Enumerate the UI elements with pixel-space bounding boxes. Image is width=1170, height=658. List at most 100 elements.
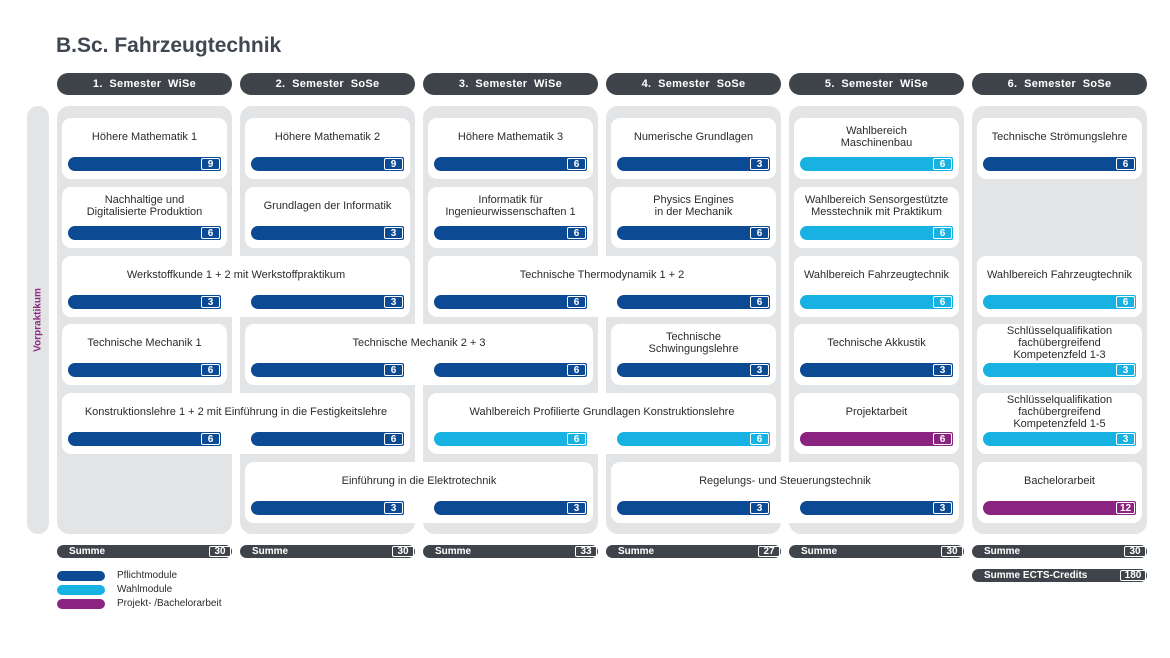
module-card[interactable]: Höhere Mathematik 3 6 bbox=[428, 118, 593, 179]
credit-value: 6 bbox=[568, 159, 585, 170]
credit-bar: 3 bbox=[617, 363, 770, 377]
module-title: Wahlbereich Fahrzeugtechnik bbox=[986, 268, 1133, 281]
credit-value: 3 bbox=[385, 297, 402, 308]
module-card[interactable]: Einführung in die Elektrotechnik 3 3 bbox=[245, 462, 593, 523]
sum-value: 30 bbox=[210, 546, 230, 557]
credit-value: 6 bbox=[568, 434, 585, 445]
credit-bar: 6 bbox=[68, 432, 221, 446]
sum-value: 27 bbox=[759, 546, 779, 557]
module-card[interactable]: Technische Akkustik 3 bbox=[794, 324, 959, 385]
credit-bar: 12 bbox=[983, 501, 1136, 515]
credit-value: 3 bbox=[751, 365, 768, 376]
credit-badge: 3 bbox=[384, 502, 403, 514]
module-card[interactable]: Technische Strömungslehre 6 bbox=[977, 118, 1142, 179]
credit-value: 6 bbox=[934, 434, 951, 445]
sum-value: 30 bbox=[393, 546, 413, 557]
module-title: Regelungs- und Steuerungstechnik bbox=[699, 474, 871, 487]
module-title: Einführung in die Elektrotechnik bbox=[341, 474, 497, 487]
sum-value-box: 30 bbox=[941, 546, 963, 557]
semester-header-4: 4. Semester SoSe bbox=[606, 73, 781, 95]
module-card[interactable]: Technische Mechanik 2 + 3 6 6 bbox=[245, 324, 593, 385]
module-card[interactable]: Wahlbereich Profilierte Grundlagen Konst… bbox=[428, 393, 776, 454]
page-title: B.Sc. Fahrzeugtechnik bbox=[56, 34, 282, 57]
credit-bar: 6 bbox=[800, 226, 953, 240]
total-ects-bar: Summe ECTS-Credits 180 bbox=[972, 569, 1147, 582]
vorpraktikum-band bbox=[27, 106, 49, 534]
semester-header-1: 1. Semester WiSe bbox=[57, 73, 232, 95]
credit-badge: 6 bbox=[567, 227, 586, 239]
module-title: Projektarbeit bbox=[845, 405, 908, 418]
credit-badge: 6 bbox=[384, 364, 403, 376]
module-card[interactable]: Werkstoffkunde 1 + 2 mit Werkstoffprakti… bbox=[62, 256, 410, 317]
credit-bar: 6 bbox=[251, 363, 404, 377]
credit-value: 6 bbox=[934, 297, 951, 308]
credit-bar: 6 bbox=[617, 432, 770, 446]
credit-value: 6 bbox=[1117, 297, 1134, 308]
module-title: Technische Schwingungslehre bbox=[648, 330, 739, 355]
sum-label: Summe bbox=[801, 546, 838, 557]
module-title: Wahlbereich Profilierte Grundlagen Konst… bbox=[469, 405, 735, 418]
credit-value: 3 bbox=[751, 503, 768, 514]
sum-value: 33 bbox=[576, 546, 596, 557]
vorpraktikum-label: Vorpraktikum bbox=[32, 288, 44, 352]
semester-sum-5: Summe 30 bbox=[789, 545, 964, 558]
total-ects-label: Summe ECTS-Credits bbox=[984, 570, 1088, 581]
module-card[interactable]: Wahlbereich Maschinenbau 6 bbox=[794, 118, 959, 179]
credit-value: 3 bbox=[934, 503, 951, 514]
module-card[interactable]: Schlüsselqualifikation fachübergreifend … bbox=[977, 393, 1142, 454]
module-card[interactable]: Projektarbeit 6 bbox=[794, 393, 959, 454]
module-title: Technische Mechanik 2 + 3 bbox=[352, 336, 486, 349]
credit-value: 6 bbox=[751, 297, 768, 308]
module-title: Konstruktionslehre 1 + 2 mit Einführung … bbox=[84, 405, 388, 418]
module-card[interactable]: Numerische Grundlagen 3 bbox=[611, 118, 776, 179]
credit-bar: 9 bbox=[68, 157, 221, 171]
module-title: Technische Akkustik bbox=[827, 336, 926, 349]
module-title: Schlüsselqualifikation fachübergreifend … bbox=[1006, 324, 1113, 361]
module-title: Technische Mechanik 1 bbox=[87, 336, 202, 349]
module-card[interactable]: Grundlagen der Informatik 3 bbox=[245, 187, 410, 248]
legend-swatch bbox=[57, 585, 105, 595]
module-title: Wahlbereich Maschinenbau bbox=[840, 124, 913, 149]
credit-bar: 6 bbox=[434, 363, 587, 377]
module-card[interactable]: Technische Schwingungslehre 3 bbox=[611, 324, 776, 385]
module-card[interactable]: Höhere Mathematik 2 9 bbox=[245, 118, 410, 179]
module-card[interactable]: Technische Mechanik 1 6 bbox=[62, 324, 227, 385]
module-card[interactable]: Informatik für Ingenieurwissenschaften 1… bbox=[428, 187, 593, 248]
legend-label: Wahlmodule bbox=[117, 584, 173, 595]
credit-badge: 6 bbox=[201, 364, 220, 376]
credit-bar: 3 bbox=[800, 363, 953, 377]
module-card[interactable]: Bachelorarbeit 12 bbox=[977, 462, 1142, 523]
credit-bar: 6 bbox=[68, 226, 221, 240]
credit-value: 9 bbox=[202, 159, 219, 170]
credit-bar: 3 bbox=[983, 432, 1136, 446]
module-title: Bachelorarbeit bbox=[1024, 474, 1095, 487]
credit-badge: 12 bbox=[1116, 502, 1135, 514]
credit-badge: 6 bbox=[567, 364, 586, 376]
module-card[interactable]: Physics Engines in der Mechanik 6 bbox=[611, 187, 776, 248]
module-card[interactable]: Höhere Mathematik 1 9 bbox=[62, 118, 227, 179]
module-card[interactable]: Wahlbereich Fahrzeugtechnik 6 bbox=[794, 256, 959, 317]
credit-value: 6 bbox=[934, 228, 951, 239]
semester-header-2: 2. Semester SoSe bbox=[240, 73, 415, 95]
module-title: Nachhaltige und Digitalisierte Produktio… bbox=[86, 193, 203, 218]
sum-label: Summe bbox=[252, 546, 289, 557]
module-card[interactable]: Nachhaltige und Digitalisierte Produktio… bbox=[62, 187, 227, 248]
total-ects-value: 180 bbox=[1121, 570, 1145, 581]
credit-badge: 3 bbox=[201, 296, 220, 308]
sum-value: 30 bbox=[1125, 546, 1145, 557]
credit-bar: 9 bbox=[251, 157, 404, 171]
credit-bar: 3 bbox=[251, 295, 404, 309]
module-title: Werkstoffkunde 1 + 2 mit Werkstoffprakti… bbox=[126, 268, 346, 281]
module-card[interactable]: Wahlbereich Sensorgestützte Messtechnik … bbox=[794, 187, 959, 248]
module-card[interactable]: Wahlbereich Fahrzeugtechnik 6 bbox=[977, 256, 1142, 317]
module-card[interactable]: Technische Thermodynamik 1 + 2 6 6 bbox=[428, 256, 776, 317]
module-title: Höhere Mathematik 2 bbox=[274, 130, 381, 143]
module-card[interactable]: Konstruktionslehre 1 + 2 mit Einführung … bbox=[62, 393, 410, 454]
credit-badge: 3 bbox=[1116, 433, 1135, 445]
credit-value: 3 bbox=[1117, 434, 1134, 445]
module-card[interactable]: Regelungs- und Steuerungstechnik 3 3 bbox=[611, 462, 959, 523]
credit-value: 3 bbox=[568, 503, 585, 514]
semester-sum-4: Summe 27 bbox=[606, 545, 781, 558]
credit-bar: 6 bbox=[434, 295, 587, 309]
module-card[interactable]: Schlüsselqualifikation fachübergreifend … bbox=[977, 324, 1142, 385]
